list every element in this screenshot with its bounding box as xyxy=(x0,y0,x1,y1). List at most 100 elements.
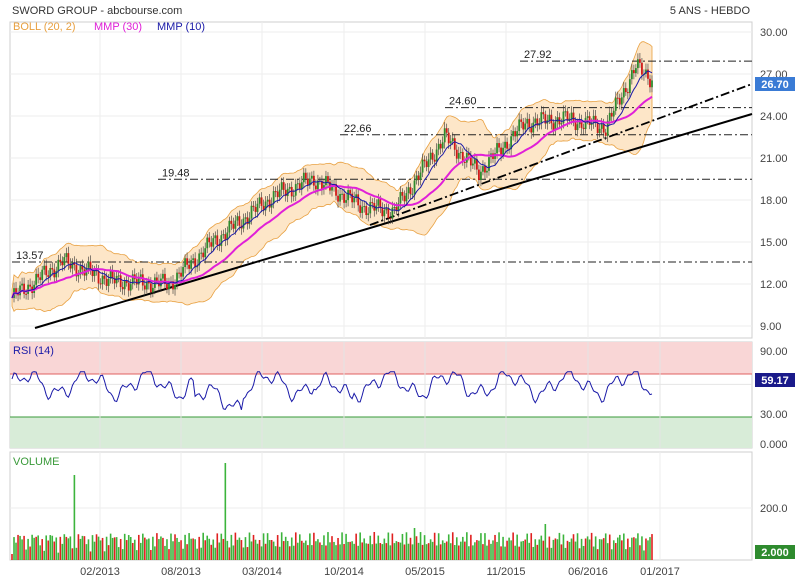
candle-body xyxy=(349,190,352,194)
volume-bar xyxy=(530,533,533,560)
volume-bar xyxy=(618,534,621,560)
volume-bar xyxy=(484,533,486,560)
volume-bar xyxy=(238,537,241,560)
volume-bar xyxy=(327,532,329,560)
volume-bar xyxy=(101,537,104,560)
candle-body xyxy=(574,120,577,131)
volume-bar xyxy=(568,541,571,560)
candle-body xyxy=(202,252,205,258)
volume-bar xyxy=(375,543,378,560)
candle-body xyxy=(27,284,30,294)
volume-bar xyxy=(468,546,470,560)
volume-bar xyxy=(127,535,130,560)
volume-bar xyxy=(425,544,428,560)
volume-bar xyxy=(311,545,313,560)
volume-bar xyxy=(57,552,60,560)
volume-bar xyxy=(403,544,406,560)
volume-bar xyxy=(367,543,370,560)
candle-body xyxy=(532,122,535,133)
candle-body xyxy=(637,59,639,69)
candle-body xyxy=(228,220,231,233)
candle-body xyxy=(641,62,643,75)
candle-body xyxy=(321,180,323,190)
volume-bar xyxy=(59,536,62,560)
candle-body xyxy=(252,205,255,208)
bollinger-band xyxy=(11,41,653,313)
candle-body xyxy=(570,112,573,119)
candle-body xyxy=(455,149,458,159)
candle-body xyxy=(586,116,589,118)
legend-mmp30: MMP (30) xyxy=(94,21,142,33)
candle-body xyxy=(298,183,301,190)
trend-line-solid xyxy=(34,113,753,329)
volume-bar xyxy=(262,533,265,560)
volume-bar xyxy=(133,539,136,560)
candle-body xyxy=(23,283,25,294)
volume-bar xyxy=(325,545,327,560)
volume-bar xyxy=(387,532,390,560)
candle-body xyxy=(139,274,142,277)
volume-bar xyxy=(61,543,64,560)
volume-bar xyxy=(309,533,311,560)
rsi-tick-30: 30.00 xyxy=(760,409,788,421)
volume-label: VOLUME xyxy=(13,456,59,468)
candle-body xyxy=(478,169,480,181)
volume-bar xyxy=(335,545,337,560)
volume-bar xyxy=(526,533,529,560)
volume-bar xyxy=(288,546,291,560)
candle-body xyxy=(304,172,307,179)
candle-body xyxy=(125,280,128,283)
candle-body xyxy=(580,119,583,128)
candle-body xyxy=(284,189,287,197)
candle-body xyxy=(272,191,275,204)
volume-bar xyxy=(570,538,573,560)
volume-bar xyxy=(208,538,211,560)
candle-body xyxy=(447,132,450,144)
volume-bar xyxy=(584,538,587,560)
volume-bar xyxy=(407,543,410,560)
volume-bar xyxy=(268,540,271,560)
volume-bar xyxy=(466,532,468,560)
volume-bar xyxy=(296,542,299,560)
volume-bar xyxy=(55,537,58,560)
candle-body xyxy=(162,273,164,279)
volume-bar xyxy=(212,539,215,560)
volume-bar xyxy=(353,543,355,560)
volume-bar xyxy=(244,537,247,560)
volume-bar xyxy=(53,541,56,560)
volume-bar xyxy=(651,534,653,560)
candle-body xyxy=(413,180,416,194)
volume-bar xyxy=(532,546,535,560)
volume-bar xyxy=(27,538,29,560)
candle-body xyxy=(407,187,410,194)
volume-bar xyxy=(496,541,498,560)
candle-body xyxy=(234,220,237,229)
volume-bar xyxy=(89,551,92,560)
volume-bar xyxy=(329,542,331,560)
candle-body xyxy=(473,159,476,164)
candle-body xyxy=(371,202,374,204)
x-tick-label: 03/2014 xyxy=(242,566,282,578)
candle-body xyxy=(630,70,633,80)
volume-bar xyxy=(33,537,35,560)
candle-body xyxy=(214,235,217,239)
candle-body xyxy=(542,112,545,115)
volume-bar xyxy=(552,539,555,560)
volume-bar xyxy=(357,545,359,560)
candle-body xyxy=(600,124,603,129)
candle-body xyxy=(486,170,488,173)
candle-body xyxy=(103,275,106,279)
volume-bar xyxy=(194,539,196,560)
candle-body xyxy=(172,281,174,290)
candle-body xyxy=(506,141,508,149)
last-price-tag xyxy=(755,77,795,91)
candle-body xyxy=(264,201,267,211)
volume-bar xyxy=(192,538,194,560)
candle-body xyxy=(198,253,201,266)
volume-bar xyxy=(604,533,607,560)
volume-bar xyxy=(77,534,80,560)
volume-bar xyxy=(131,542,134,560)
volume-bar xyxy=(631,537,633,560)
volume-bar xyxy=(105,536,108,560)
volume-bar xyxy=(586,536,589,560)
